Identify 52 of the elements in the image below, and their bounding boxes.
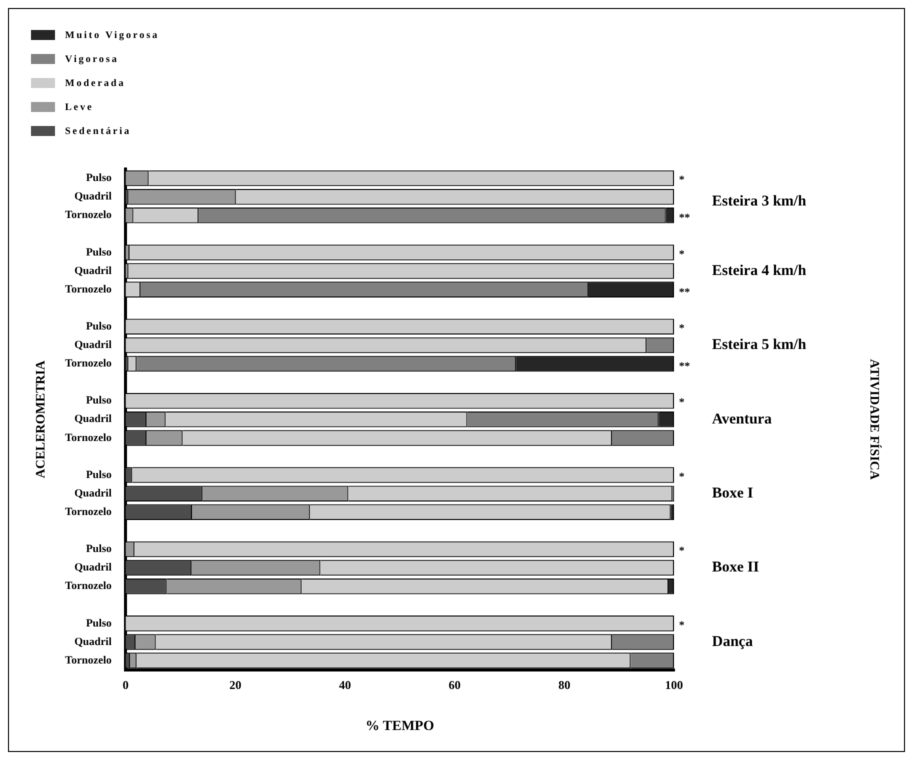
y-tick-label: Quadril [74,562,112,574]
y-tick-label: Tornozelo [64,358,112,370]
y-tick-label: Pulso [86,394,112,407]
legend-label: Sedentária [65,126,132,136]
y-tick-label: Pulso [86,172,112,184]
x-tick-label: 80 [558,678,570,692]
y-tick-label: Tornozelo [64,506,112,518]
legend-label: Moderada [65,78,126,88]
y-tick-label: Pulso [86,320,112,333]
text: * [679,322,685,335]
x-tick-label: 20 [229,678,242,692]
text: Esteira 3 km/h [712,194,807,210]
y-tick-label: Quadril [74,190,112,203]
text: * [679,619,685,632]
y-tick-label: Pulso [86,468,112,481]
text: ** [679,212,690,224]
text: Esteira 4 km/h [712,262,807,279]
text: * [679,545,685,558]
x-tick-label: 60 [448,678,461,692]
text: Boxe II [712,560,760,576]
text: Esteira 5 km/h [712,337,807,354]
x-tick-label: 40 [338,678,351,692]
y-axis-title: ACELEROMETRIA [32,360,48,478]
y-tick-label: Pulso [86,617,112,630]
y-tick-label: Quadril [74,487,112,500]
y-tick-label: Tornozelo [64,432,112,444]
y-tick-label: Tornozelo [64,209,112,222]
text: * [679,396,685,409]
legend-label: Muito Vigorosa [65,30,160,40]
y-tick-label: Tornozelo [64,283,112,296]
y-tick-label: Quadril [74,636,112,648]
y-tick-label: Quadril [74,413,112,426]
y-tick-label: Tornozelo [64,580,112,592]
text: Aventura [712,411,772,428]
y-tick-label: Quadril [74,339,112,352]
text: * [679,248,685,260]
legend-label: Leve [65,102,94,112]
text: ATIVIDADE FÍSICA [868,359,883,480]
y-tick-label: Pulso [86,543,112,556]
text: ** [679,360,690,373]
x-axis-title: % TEMPO [366,719,434,734]
y-tick-label: Tornozelo [64,654,112,666]
y-tick-label: Pulso [86,246,112,258]
text: Boxe I [712,485,754,502]
x-tick-label: 0 [122,678,129,692]
text: * [679,470,685,483]
text: * [679,174,685,186]
x-tick-label: 100 [665,678,683,692]
text: ** [679,286,690,298]
legend-label: Vigorosa [65,54,119,64]
text: Dança [712,634,754,650]
y-tick-label: Quadril [74,264,112,277]
